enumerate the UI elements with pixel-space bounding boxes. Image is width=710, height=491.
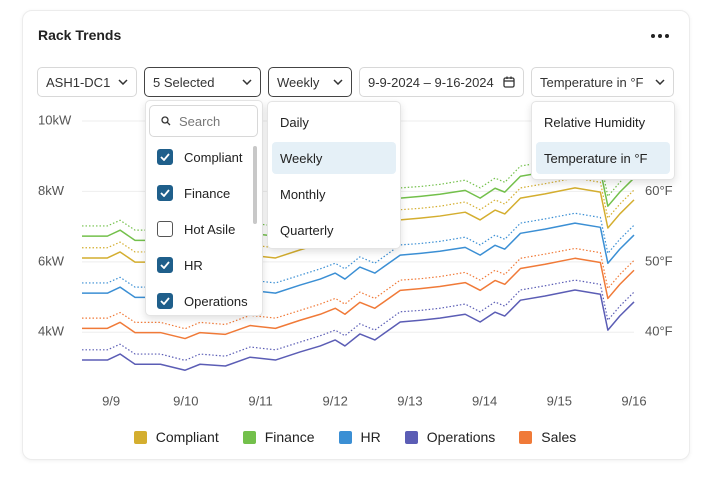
checkbox (157, 185, 173, 201)
legend-swatch (404, 430, 418, 444)
y-tick-label: 10kW (38, 112, 72, 127)
legend-swatch (519, 430, 533, 444)
legend-swatch (338, 430, 352, 444)
power-line (82, 289, 635, 371)
menu-option[interactable]: Temperature in °F (536, 142, 670, 174)
dropdown-text: Temperature in °F (540, 74, 644, 90)
y2-tick-label: 40°F (645, 324, 673, 339)
option-label: Weekly (280, 150, 323, 166)
legend-item[interactable]: Compliant (133, 429, 219, 445)
legend-item[interactable]: Sales (519, 429, 576, 445)
legend-label: Sales (541, 429, 577, 445)
option-label: Quarterly (280, 222, 334, 238)
metric-dropdown[interactable]: Temperature in °F (531, 67, 674, 97)
chevron (118, 79, 128, 85)
more-button[interactable] (650, 31, 670, 41)
option-label: Operations (184, 293, 248, 309)
chevron (333, 79, 343, 85)
legend-swatch (133, 430, 147, 444)
checkbox (157, 149, 173, 165)
option-label: Relative Humidity (544, 114, 646, 130)
legend: Compliant Finance HR Operations Sales (22, 429, 688, 445)
checkmark (160, 153, 170, 161)
search-placeholder: Search (179, 113, 221, 129)
checkbox (157, 257, 173, 273)
scrollbar (253, 146, 257, 224)
checkmark (160, 261, 170, 269)
x-tick-label: 9/9 (102, 393, 120, 408)
legend-swatch (242, 430, 256, 444)
x-tick-label: 9/10 (173, 393, 198, 408)
menu-option[interactable]: Weekly (272, 142, 396, 174)
option-label: Finance (184, 185, 231, 201)
checkbox-option[interactable]: Finance (146, 177, 252, 209)
x-tick-label: 9/14 (472, 393, 497, 408)
legend-label: Operations (426, 429, 496, 445)
option-label: Hot Asile (184, 221, 236, 237)
x-tick-label: 9/12 (323, 393, 348, 408)
search-box[interactable]: Search (149, 105, 258, 137)
dropdown-text: Weekly (277, 74, 320, 90)
checkbox (157, 293, 173, 309)
dot (651, 34, 655, 38)
power-line (82, 257, 635, 340)
y-tick-label: 4kW (38, 324, 65, 339)
x-tick-label: 9/16 (621, 393, 646, 408)
dot (665, 34, 669, 38)
period-dropdown[interactable]: Weekly (268, 67, 352, 97)
dropdown-text: 9-9-2024 – 9-16-2024 (368, 74, 494, 90)
legend-label: Finance (264, 429, 315, 445)
menu-option[interactable]: Monthly (272, 178, 396, 210)
option-label: Compliant (184, 149, 243, 165)
period-menu: Daily Weekly Monthly Quarterly (267, 101, 401, 249)
checkbox-option[interactable]: Hot Asile (146, 213, 252, 245)
dot (658, 34, 662, 38)
x-tick-label: 9/13 (397, 393, 422, 408)
calendar-icon (503, 76, 515, 88)
date-range-picker[interactable]: 9-9-2024 – 9-16-2024 (359, 67, 524, 97)
groups-dropdown[interactable]: 5 Selected (144, 67, 261, 97)
menu-option[interactable]: Quarterly (272, 214, 396, 246)
option-label: Temperature in °F (544, 150, 648, 166)
legend-label: Compliant (155, 429, 219, 445)
card-title: Rack Trends (38, 27, 122, 43)
checkbox-option[interactable]: Compliant (146, 141, 252, 173)
metric-menu: Relative Humidity Temperature in °F (531, 101, 675, 180)
groups-menu: Search Compliant Finance Hot Asile HR Operat… (145, 100, 263, 316)
chevron (242, 79, 252, 85)
checkmark (160, 297, 170, 305)
menu-option[interactable]: Daily (272, 106, 396, 138)
checkbox-option[interactable]: HR (146, 249, 252, 281)
checkbox (157, 221, 173, 237)
option-label: Daily (280, 114, 309, 130)
legend-label: HR (360, 429, 381, 445)
checkmark (160, 189, 170, 197)
legend-item[interactable]: HR (338, 429, 381, 445)
menu-option[interactable]: Relative Humidity (536, 106, 670, 138)
legend-item[interactable]: Operations (404, 429, 496, 445)
chevron (655, 79, 665, 85)
y-tick-label: 8kW (38, 183, 65, 198)
option-label: Monthly (280, 186, 326, 202)
y-tick-label: 6kW (38, 253, 65, 268)
option-label: HR (184, 257, 203, 273)
checkbox-option[interactable]: Operations (146, 285, 252, 317)
y2-tick-label: 50°F (645, 253, 673, 268)
x-tick-label: 9/11 (248, 393, 272, 408)
legend-item[interactable]: Finance (242, 429, 315, 445)
y2-tick-label: 60°F (645, 183, 673, 198)
dropdown-text: 5 Selected (153, 74, 215, 90)
dropdown-text: ASH1-DC1 (46, 74, 111, 90)
x-tick-label: 9/15 (547, 393, 572, 408)
search-icon (161, 116, 171, 126)
site-dropdown[interactable]: ASH1-DC1 (37, 67, 137, 97)
